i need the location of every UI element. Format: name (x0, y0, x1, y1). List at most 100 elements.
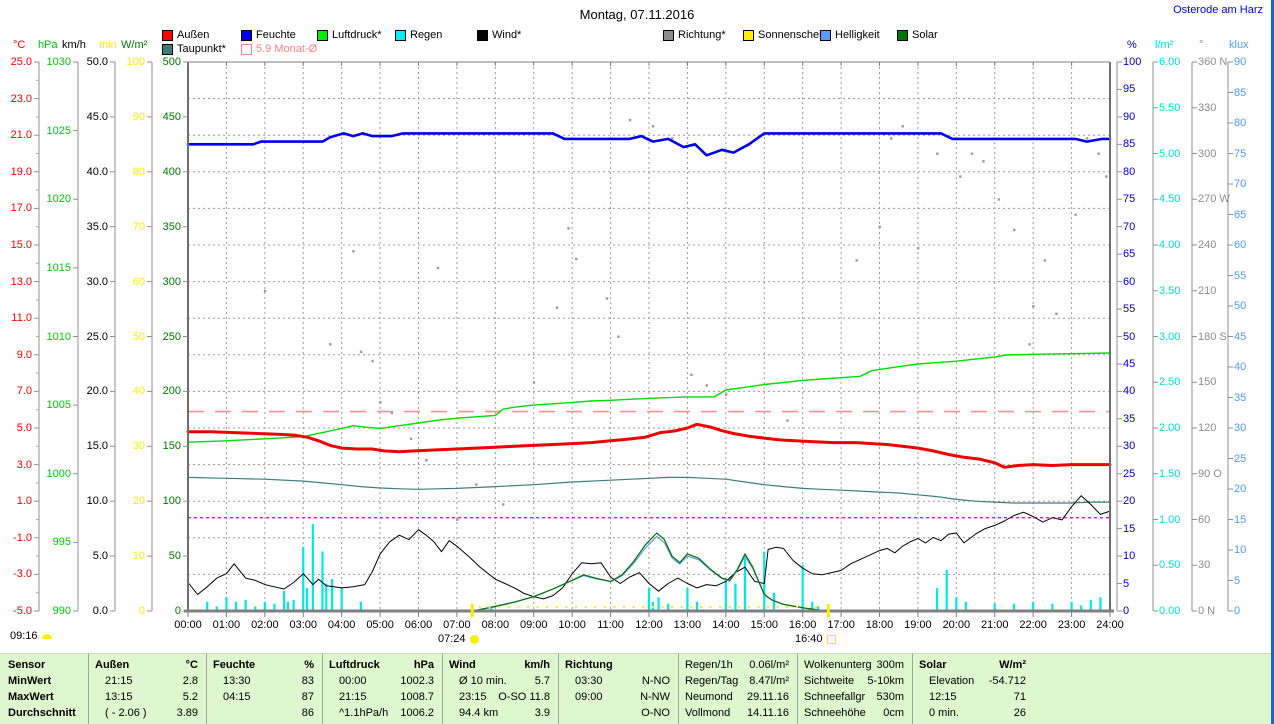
x-tick-label: 24:00 (1096, 619, 1124, 631)
y-tick-min: 10 (132, 550, 145, 563)
stats-cell-label: Wolkenunterg (804, 659, 872, 671)
y-tick-min: 50 (132, 330, 145, 343)
station-name[interactable]: Osterode am Harz (1173, 4, 1263, 16)
axis-unit-min: min (99, 39, 117, 51)
y-tick-min: 60 (132, 275, 145, 288)
stats-cell-label: ( - 2.06 ) (105, 707, 147, 719)
x-tick-label: 18:00 (865, 619, 894, 631)
legend-item-regen[interactable]: Regen (395, 29, 442, 41)
legend-label-richtung: Richtung* (678, 29, 726, 41)
y-tick-W/m²: 150 (162, 440, 181, 453)
stats-cell: Sichtweite 5-10km (798, 673, 912, 689)
stats-table: Sensor MinWert MaxWert Durchschnitt Außen °C 2… (0, 653, 1271, 724)
sunset-square-icon (826, 634, 836, 644)
legend-swatch-taupunkt (162, 43, 173, 55)
y-tick-%: 75 (1123, 193, 1136, 206)
stats-cell-value: 1002.3 (400, 675, 434, 687)
stats-col-header: Außen °C (89, 654, 206, 673)
y-tick-klux: 75 (1234, 147, 1247, 160)
stats-cell-label: 23:15 (459, 691, 487, 703)
axis-unit-klux: klux (1229, 39, 1249, 51)
stats-cell-label (565, 705, 575, 721)
x-tick-label: 16:00 (788, 619, 817, 631)
stats-cell: 23:15 O-SO 11.8 (443, 689, 558, 705)
stats-cell: 86 (207, 705, 322, 721)
y-tick-km/h: 20.0 (86, 385, 108, 398)
stats-col-Richtung: Richtung 03:30 N-NO 09:00 N-NW O-NO (558, 654, 678, 724)
stats-col-Luftdruck: Luftdruck hPa 00:00 1002.3 21:15 1008.7 ^1.1hP… (322, 654, 442, 724)
series-feuchte (186, 132, 1112, 157)
y-tick-klux: 25 (1234, 452, 1247, 465)
y-tick-klux: 80 (1234, 117, 1247, 129)
x-tick-label: 11:00 (597, 619, 624, 631)
stats-header-unit: km/h (524, 659, 550, 671)
rain-bars (206, 524, 1112, 610)
sunset-value: 16:40 (795, 633, 823, 645)
y-tick-%: 55 (1123, 303, 1136, 316)
stats-cell: Neumond 29.11.16 (679, 689, 797, 705)
x-tick-label: 04:00 (327, 619, 356, 631)
stats-cell: Schneehöhe 0cm (798, 705, 912, 721)
y-tick-km/h: 45.0 (86, 110, 108, 123)
stats-cell-label: Schneefallgr (804, 691, 866, 703)
stats-cell: Elevation -54.712 (913, 673, 1034, 689)
y-tick-l/m²: 4.00 (1159, 239, 1181, 251)
stats-cell-value: 300m (876, 659, 904, 671)
y-tick-hPa: 1000 (46, 467, 71, 480)
legend-item-aussen[interactable]: Außen (162, 29, 209, 41)
stats-cell-label: 13:30 (223, 675, 251, 687)
y-tick-%: 50 (1123, 330, 1136, 343)
stats-cell-label: 13:15 (105, 691, 133, 703)
y-tick-klux: 65 (1234, 208, 1247, 221)
y-tick-%: 10 (1123, 550, 1136, 563)
legend-item-richtung[interactable]: Richtung* (663, 29, 726, 41)
stats-cell-value: 83 (301, 675, 314, 687)
legend-item-taupunkt[interactable]: Taupunkt* (162, 43, 226, 55)
y-tick-°: 330 (1198, 101, 1217, 114)
y-tick-°: 150 (1198, 376, 1217, 389)
y-tick-km/h: 25.0 (86, 330, 108, 343)
stats-cell-label: Vollmond (685, 707, 731, 719)
legend-item-wind[interactable]: Wind* (477, 29, 521, 41)
y-tick-W/m²: 0 (174, 605, 181, 617)
stats-col-Feuchte: Feuchte% 13:30 83 04:15 87 86 (206, 654, 322, 724)
x-tick-label: 08:00 (481, 619, 510, 631)
legend-item-solar[interactable]: Solar (897, 29, 938, 41)
legend-item-sonnenschein[interactable]: Sonnenschein (743, 29, 828, 41)
y-tick-°: 360 N (1198, 56, 1228, 68)
y-tick-°: 270 W (1198, 193, 1230, 206)
y-tick-°C: 1.0 (16, 495, 32, 508)
stats-cell: ^1.1hPa/h 1006.2 (323, 705, 442, 721)
daylength-value: 09:16 (10, 630, 38, 642)
y-tick-hPa: 1025 (46, 124, 71, 137)
stats-cell-value: 0cm (883, 707, 904, 719)
y-tick-klux: 5 (1234, 574, 1241, 587)
y-tick-°C: 23.0 (10, 92, 32, 105)
y-tick-°: 300 (1198, 147, 1217, 160)
stats-header-label: Luftdruck (329, 659, 380, 671)
x-tick-label: 20:00 (942, 619, 971, 631)
y-tick-hPa: 995 (52, 536, 71, 549)
y-tick-hPa: 1030 (46, 56, 71, 68)
stats-cell-label: Regen/1h (685, 659, 733, 671)
legend-label-luftdruck: Luftdruck* (332, 29, 382, 41)
legend-label-helligkeit: Helligkeit (835, 29, 880, 41)
legend-item-helligkeit[interactable]: Helligkeit (820, 29, 880, 41)
legend-item-monat-avg[interactable]: 5.9 Monat-Ø (241, 43, 317, 55)
stats-cell-value: -54.712 (988, 675, 1026, 687)
y-tick-klux: 45 (1234, 330, 1247, 343)
legend-item-feuchte[interactable]: Feuchte (241, 29, 296, 41)
y-tick-%: 40 (1123, 385, 1136, 398)
stats-col-Solar: Solar W/m² Elevation -54.712 12:15 71 0 min. 26 (912, 654, 1034, 724)
richtung-dots (263, 118, 1108, 521)
y-axes (34, 61, 1233, 612)
y-tick-l/m²: 4.50 (1159, 193, 1181, 206)
y-tick-klux: 90 (1234, 56, 1247, 68)
stats-header-unit: hPa (413, 659, 434, 671)
y-tick-klux: 10 (1234, 544, 1247, 556)
y-tick-%: 20 (1123, 495, 1136, 508)
legend-item-luftdruck[interactable]: Luftdruck* (317, 29, 382, 41)
x-tick-label: 07:00 (443, 619, 471, 631)
stats-cell-value: 5-10km (867, 675, 904, 687)
stats-cell: O-NO (559, 705, 678, 721)
